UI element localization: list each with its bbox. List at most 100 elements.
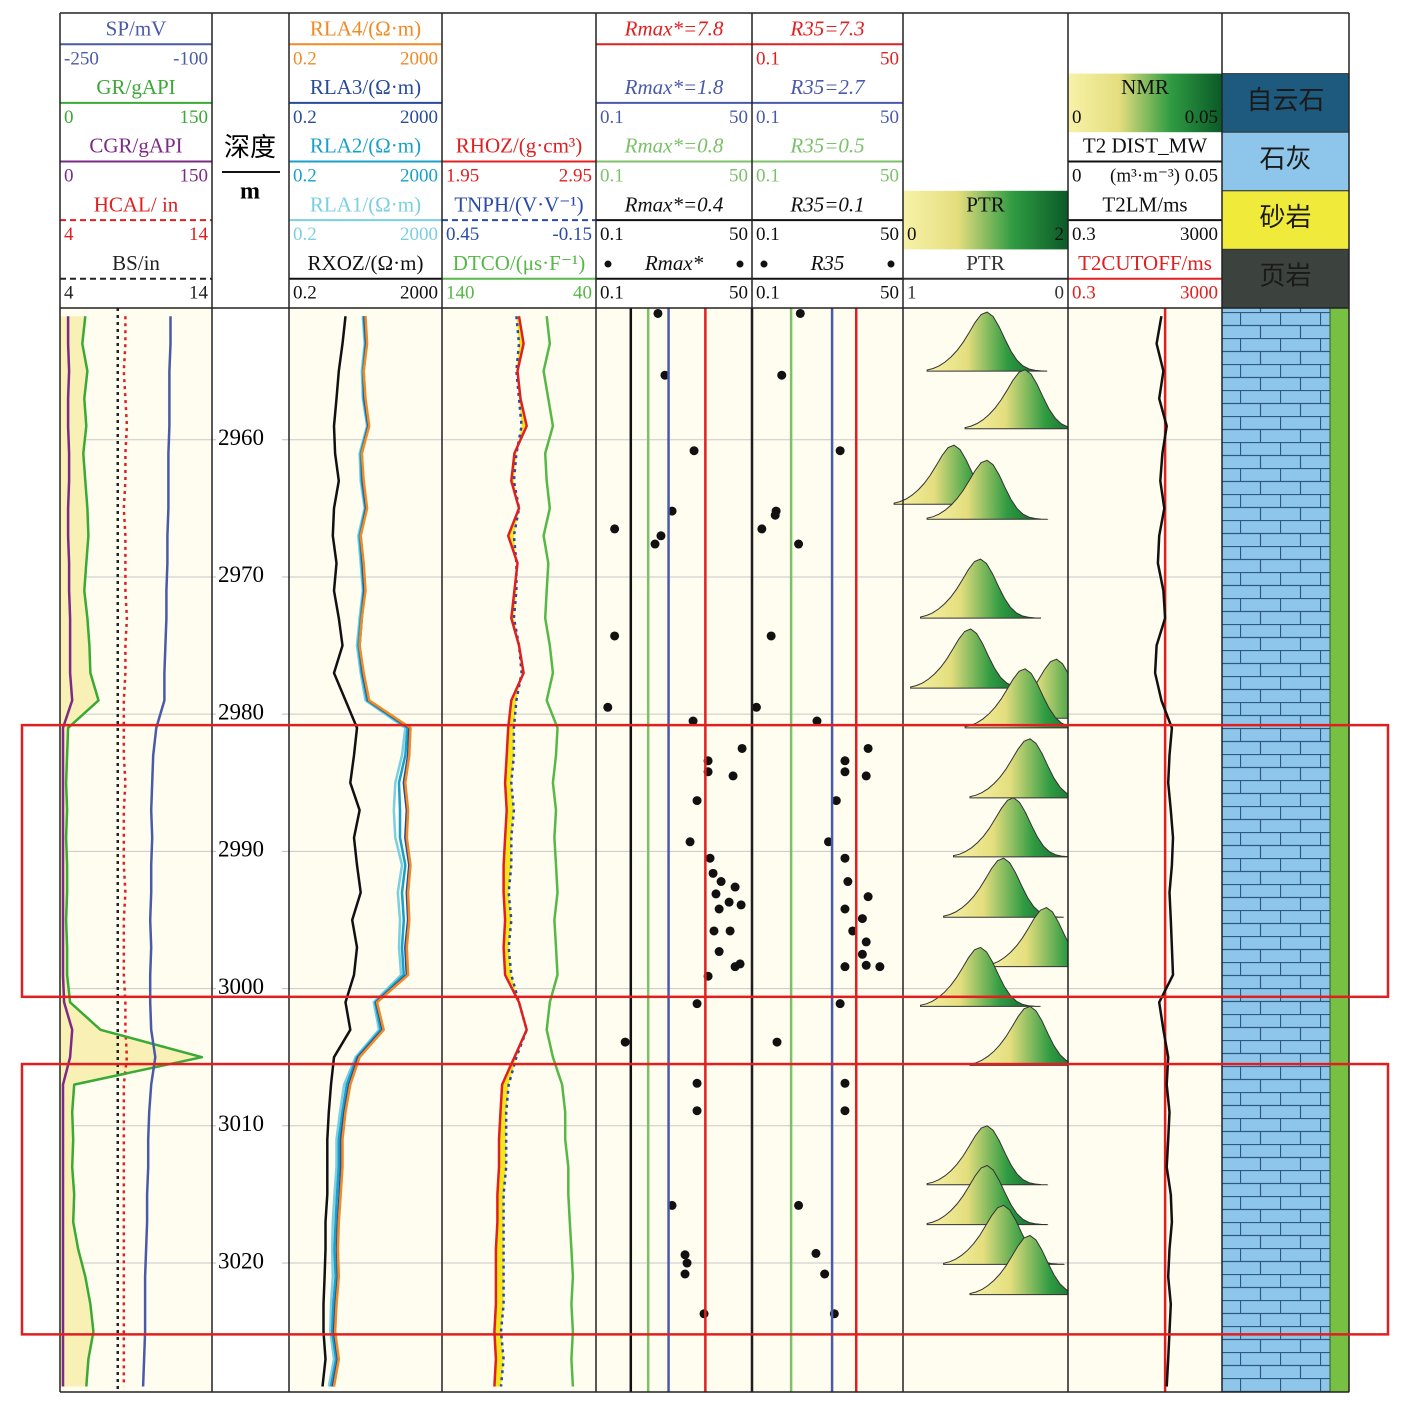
- scale-max: 40: [573, 283, 592, 304]
- scale-min: 0: [64, 107, 74, 128]
- data-point: [735, 959, 745, 969]
- curve-fill: [60, 316, 202, 1387]
- depth-unit: m: [240, 179, 260, 205]
- scale-min: 0.1: [756, 283, 780, 304]
- log-curve: [493, 315, 528, 1387]
- scale-min: 0: [1072, 166, 1082, 187]
- scale-max: -100: [173, 48, 208, 69]
- scale-min: 1: [907, 283, 917, 304]
- lithology-pattern: [1222, 308, 1330, 1392]
- data-point: [757, 524, 767, 534]
- data-point: [714, 904, 724, 914]
- scale-max: 14: [189, 224, 209, 245]
- data-point: [751, 702, 761, 712]
- data-point: [777, 370, 787, 380]
- scale-min: 0.1: [756, 166, 780, 187]
- curve-name: R35=7.3: [789, 16, 864, 40]
- data-point: [766, 631, 776, 641]
- curve-fill: [494, 316, 527, 1387]
- curve-name: R35=0.1: [789, 192, 864, 216]
- legend-label: 砂岩: [1259, 203, 1311, 232]
- data-point: [794, 1200, 804, 1210]
- curve-name: NMR: [1121, 75, 1169, 99]
- scale-max: 50: [880, 224, 899, 245]
- scale-min: 0.45: [446, 224, 479, 245]
- scale-min: 0.3: [1072, 283, 1096, 304]
- scale-max: 150: [180, 107, 209, 128]
- ptr-distribution: [926, 1164, 1049, 1226]
- data-point: [835, 446, 845, 456]
- scale-min: 0: [1072, 107, 1082, 128]
- scale-max: 50: [729, 166, 748, 187]
- curve-name: PTR: [966, 251, 1005, 275]
- data-point: [692, 796, 702, 806]
- scale-min: 0.1: [756, 48, 780, 69]
- data-point: [835, 999, 845, 1009]
- depth-tick-label: 2970: [218, 562, 264, 587]
- scale-min: 0: [907, 224, 917, 245]
- scale-max: 2.95: [559, 166, 592, 187]
- data-point: [692, 1106, 702, 1116]
- scale-min: 0.2: [293, 224, 317, 245]
- scale-max: 3000: [1180, 283, 1218, 304]
- scale-min: 0.1: [600, 224, 624, 245]
- label-bg: [216, 563, 282, 590]
- data-point: [863, 743, 873, 753]
- log-curve: [61, 316, 74, 1387]
- data-point: [861, 937, 871, 947]
- curve-name: RLA1/(Ω·m): [310, 192, 421, 216]
- curve-name: HCAL/ in: [94, 192, 179, 216]
- scale-min: 0.1: [756, 224, 780, 245]
- curve-name: Rmax*: [644, 251, 704, 275]
- data-point: [711, 889, 721, 899]
- data-point: [848, 926, 858, 936]
- curve-name: CGR/gAPI: [89, 134, 182, 158]
- data-point: [682, 1258, 692, 1268]
- data-point: [737, 743, 747, 753]
- data-point: [857, 914, 867, 924]
- data-point: [840, 756, 850, 766]
- curve-name: Rmax*=7.8: [624, 16, 724, 40]
- label-bg: [216, 1112, 282, 1139]
- data-point: [692, 999, 702, 1009]
- curve-name: GR/gAPI: [96, 75, 175, 99]
- data-point: [728, 771, 738, 781]
- scale-max: 50: [729, 224, 748, 245]
- scale-max: 50: [880, 166, 899, 187]
- scale-max: 50: [729, 107, 748, 128]
- data-point: [685, 837, 695, 847]
- data-point: [794, 539, 804, 549]
- curve-name: T2LM/ms: [1102, 192, 1187, 216]
- scale-min: 0.2: [293, 48, 317, 69]
- legend-swatch: [1221, 190, 1350, 250]
- depth-tick-label: 2990: [218, 837, 264, 862]
- data-point: [770, 510, 780, 520]
- data-point: [857, 949, 867, 959]
- data-point: [692, 1078, 702, 1088]
- ptr-distribution: [953, 797, 1074, 858]
- ptr-distribution: [926, 459, 1049, 520]
- log-curve: [321, 316, 362, 1387]
- data-point: [840, 904, 850, 914]
- data-point: [620, 1037, 630, 1047]
- scale-min: 0.3: [1072, 224, 1096, 245]
- log-curve: [332, 316, 412, 1387]
- curve-name: RHOZ/(g·cm³): [456, 134, 582, 158]
- curve-name: R35: [810, 251, 845, 275]
- curve-name: BS/in: [112, 251, 160, 275]
- curve-name: RXOZ/(Ω·m): [308, 251, 424, 275]
- curve-name: RLA4/(Ω·m): [310, 16, 421, 40]
- track-body: [596, 308, 752, 1392]
- scale-max: 2000: [400, 283, 438, 304]
- scale-max: 2000: [400, 166, 438, 187]
- log-curve: [499, 316, 528, 1387]
- scale-max: 0.05: [1185, 166, 1218, 187]
- curve-name: SP/mV: [106, 16, 167, 40]
- curve-name: R35=2.7: [789, 75, 866, 99]
- depth-tick-label: 2980: [218, 699, 264, 724]
- data-point: [716, 877, 726, 887]
- ptr-distribution: [926, 311, 1048, 372]
- highlight-interval: [20, 723, 1390, 999]
- depth-tick-label: 2960: [218, 425, 264, 450]
